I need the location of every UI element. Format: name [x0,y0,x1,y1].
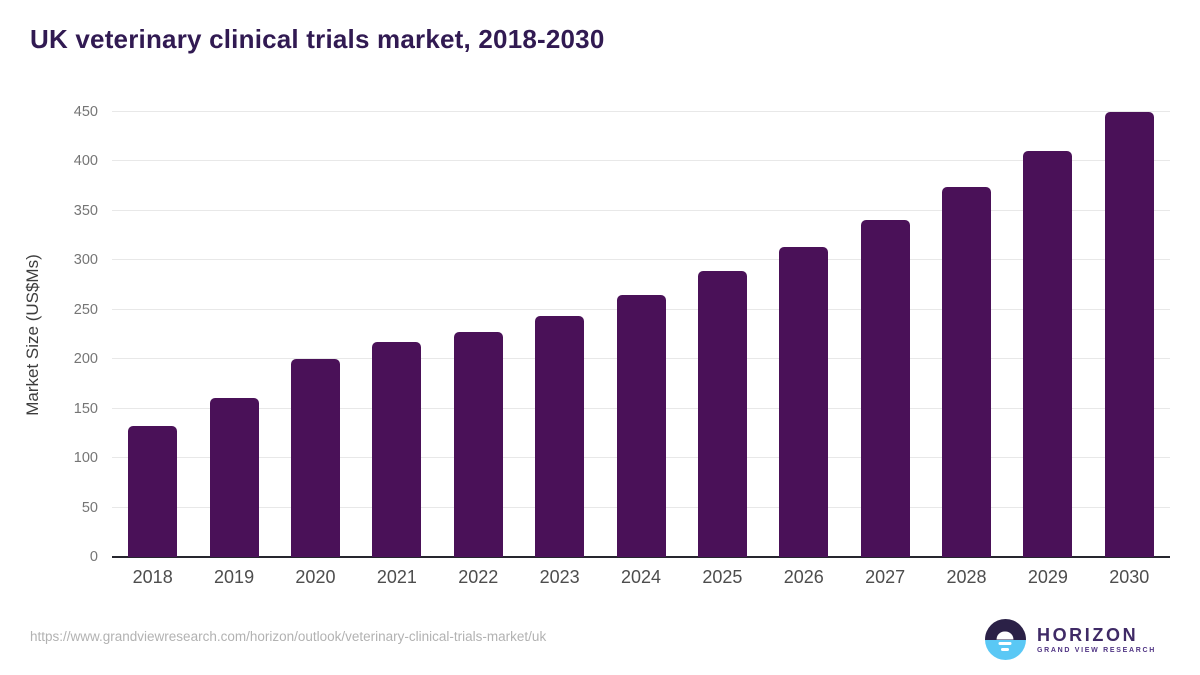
x-tick-label-2022: 2022 [458,567,499,587]
x-tick-label-2020: 2020 [295,567,336,587]
logo-sun-icon [996,631,1014,640]
logo-reflection-line [1001,647,1010,651]
logo-name: HORIZON [1036,624,1139,645]
logo-text: HORIZON GRAND VIEW RESEARCH [1037,626,1156,654]
y-tick-label-50: 50 [81,499,98,516]
bar-2030 [1104,112,1154,557]
y-tick-label-100: 100 [73,450,98,467]
bar-2018 [128,426,178,557]
x-tick-label-2028: 2028 [946,567,987,587]
logo-subtitle: GRAND VIEW RESEARCH [1036,646,1156,654]
x-tick-label-2024: 2024 [620,567,662,587]
bar-2024 [616,294,666,557]
logo-sky-half [984,619,1026,640]
gridline-400 [112,160,1170,162]
horizon-logo: HORIZON GRAND VIEW RESEARCH [984,619,1156,660]
bar-2019 [209,397,259,557]
bar-2026 [779,246,829,557]
x-tick-label-2027: 2027 [865,567,906,587]
gridline-350 [112,209,1170,211]
y-tick-label-200: 200 [73,351,98,368]
bar-2022 [453,331,503,557]
bar-2027 [860,219,910,557]
source-url: https://www.grandviewresearch.com/horizo… [30,629,547,644]
bar-2029 [1023,150,1073,557]
y-tick-label-250: 250 [73,301,98,318]
y-tick-label-150: 150 [73,400,98,417]
bar-2025 [697,271,747,557]
y-tick-label-300: 300 [73,252,98,269]
horizon-logo-icon [984,619,1026,660]
y-tick-label-450: 450 [73,104,98,120]
x-tick-label-2025: 2025 [702,567,743,587]
logo-reflection-line [998,641,1012,645]
x-tick-label-2026: 2026 [783,567,824,587]
x-tick-label-2023: 2023 [539,567,580,587]
x-tick-label-2029: 2029 [1027,567,1068,587]
gridline-300 [112,259,1170,261]
y-tick-label-400: 400 [73,153,98,170]
x-axis-line [112,556,1170,558]
bar-2020 [290,359,340,557]
y-tick-labels: 0 50 100 150 200 250 300 350 400 450 [0,104,98,565]
x-tick-label-2021: 2021 [376,567,417,587]
x-tick-labels: 2018 2019 2020 2021 2022 2023 2024 2025 2026 2027… [112,567,1170,591]
gridline-450 [112,111,1170,112]
y-tick-label-350: 350 [73,202,98,219]
bar-2021 [372,342,422,557]
x-tick-label-2018: 2018 [132,567,173,587]
x-tick-label-2030: 2030 [1109,567,1150,587]
bar-2028 [942,187,992,557]
bar-2023 [535,315,585,557]
y-tick-label-0: 0 [89,549,98,565]
plot-area [112,111,1170,558]
chart-title: UK veterinary clinical trials market, 20… [30,24,605,54]
x-tick-label-2019: 2019 [214,567,255,587]
